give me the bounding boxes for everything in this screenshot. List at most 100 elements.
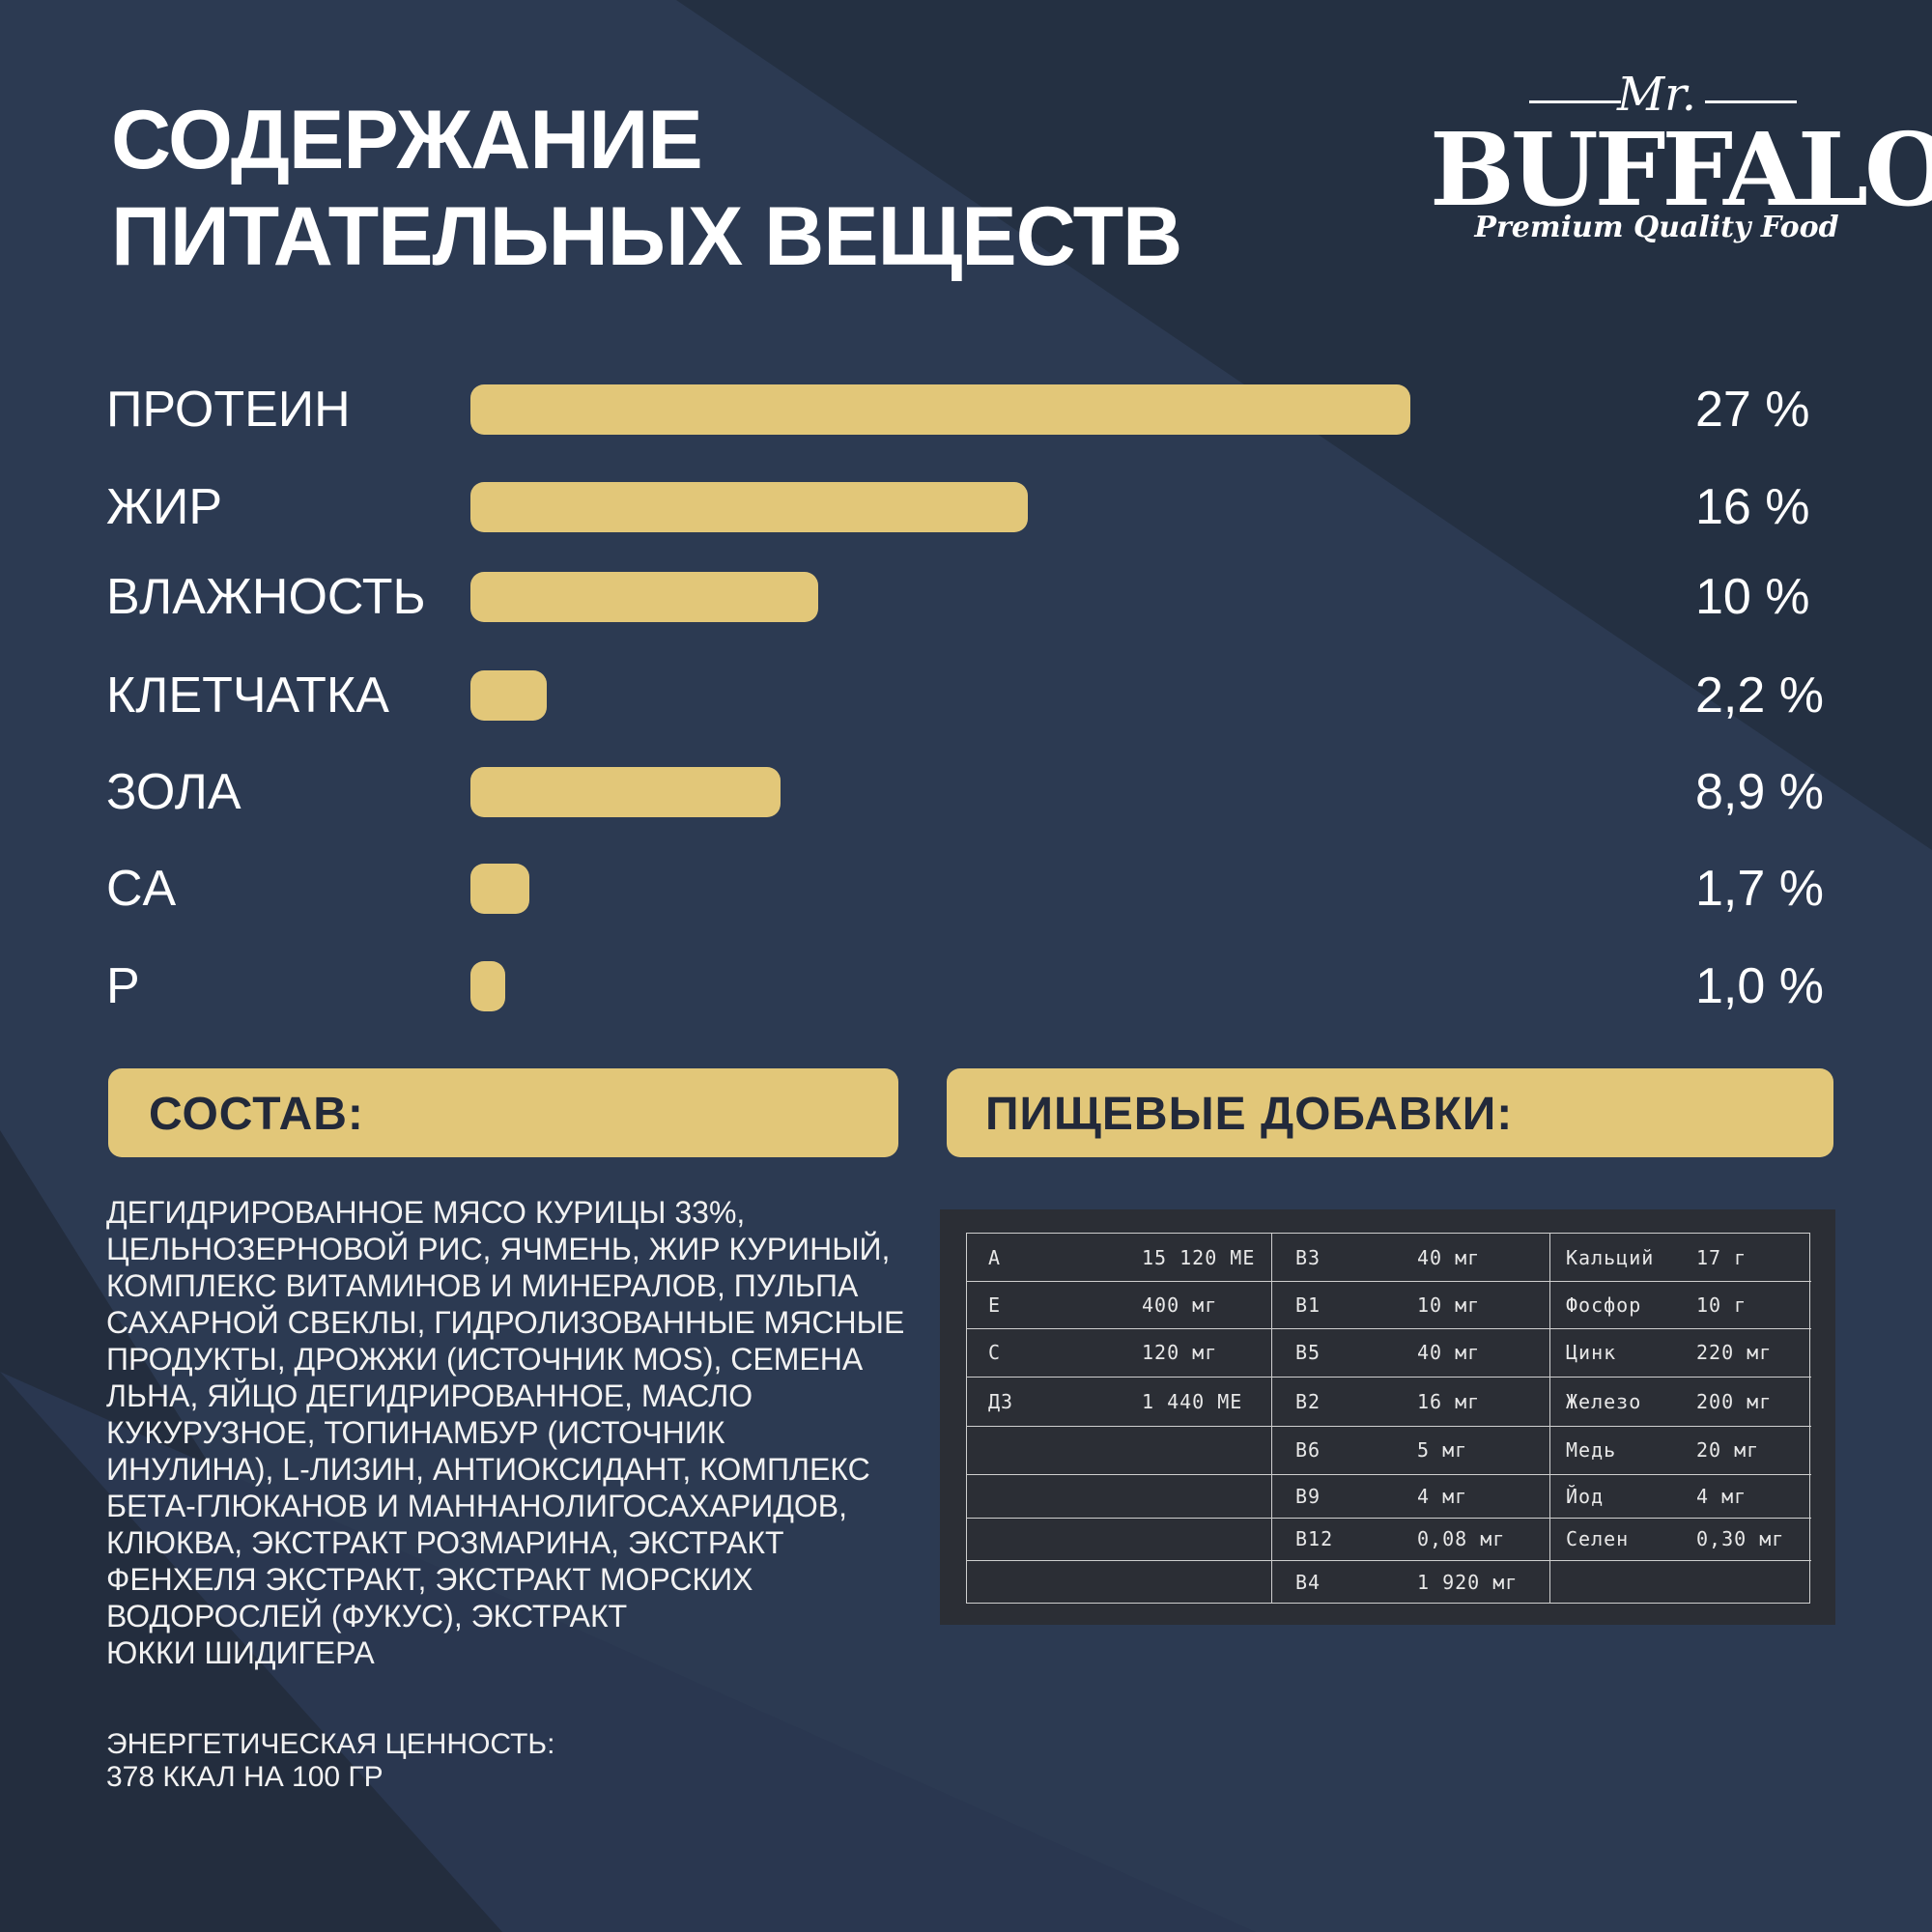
logo-tagline: Premium Quality Food — [1474, 211, 1839, 244]
table-cell: 1 440 МЕ — [1142, 1389, 1243, 1413]
table-cell: 120 мг — [1142, 1341, 1218, 1364]
table-cell: 4 мг — [1696, 1484, 1747, 1508]
table-cell: 5 мг — [1417, 1438, 1468, 1462]
energy-amount: 378 ККАЛ НА 100 ГР — [106, 1761, 384, 1793]
table-cell: 10 г — [1696, 1293, 1747, 1317]
table-cell: B4 — [1295, 1571, 1321, 1594]
table-cell: A — [988, 1245, 1002, 1269]
table-cell: B9 — [1295, 1484, 1321, 1508]
table-cell: Селен — [1566, 1527, 1630, 1550]
table-cell: 1 920 мг — [1417, 1571, 1519, 1594]
bar-value-label: 27 % — [1695, 382, 1810, 438]
table-row-divider — [967, 1281, 1811, 1282]
table-cell: Фосфор — [1566, 1293, 1642, 1317]
bar-value-label: 1,0 % — [1695, 958, 1824, 1014]
table-cell: 4 мг — [1417, 1484, 1468, 1508]
table-row-divider — [967, 1474, 1811, 1475]
bar-value-label: 2,2 % — [1695, 668, 1824, 724]
table-cell: 15 120 МЕ — [1142, 1245, 1256, 1269]
table-cell: 16 мг — [1417, 1389, 1481, 1413]
bar-label: КЛЕТЧАТКА — [106, 668, 389, 724]
energy-value: ЭНЕРГЕТИЧЕСКАЯ ЦЕННОСТЬ: 378 ККАЛ НА 100… — [106, 1728, 554, 1794]
bar — [470, 767, 781, 817]
table-row-divider — [967, 1377, 1811, 1378]
table-cell: 220 мг — [1696, 1341, 1773, 1364]
additives-table-panel: A 15 120 МЕ B3 40 мг Кальций 17 г E 400 мг B1 10 … — [940, 1209, 1835, 1625]
composition-line: КОМПЛЕКС ВИТАМИНОВ И МИНЕРАЛОВ, ПУЛЬПА — [106, 1268, 859, 1303]
composition-text: ДЕГИДРИРОВАННОЕ МЯСО КУРИЦЫ 33%, ЦЕЛЬНОЗЕ… — [106, 1194, 908, 1671]
bar-label: ЗОЛА — [106, 764, 242, 820]
logo-brand-name: BUFFALO — [1430, 110, 1932, 229]
table-cell: Цинк — [1566, 1341, 1617, 1364]
bar-value-label: 8,9 % — [1695, 764, 1824, 820]
composition-line: ВОДОРОСЛЕЙ (ФУКУС), ЭКСТРАКТ — [106, 1599, 628, 1634]
composition-line: ПРОДУКТЫ, ДРОЖЖИ (ИСТОЧНИК MOS), СЕМЕНА — [106, 1342, 864, 1377]
composition-line: ФЕНХЕЛЯ ЭКСТРАКТ, ЭКСТРАКТ МОРСКИХ — [106, 1562, 753, 1597]
table-cell: B3 — [1295, 1245, 1321, 1269]
bar-value-label: 1,7 % — [1695, 861, 1824, 917]
additives-table: A 15 120 МЕ B3 40 мг Кальций 17 г E 400 мг B1 10 … — [966, 1233, 1811, 1604]
table-cell: 40 мг — [1417, 1245, 1481, 1269]
table-cell: 0,30 мг — [1696, 1527, 1785, 1550]
table-row-divider — [967, 1426, 1811, 1427]
composition-line: САХАРНОЙ СВЕКЛЫ, ГИДРОЛИЗОВАННЫЕ МЯСНЫЕ — [106, 1305, 905, 1340]
bar-label: CA — [106, 861, 177, 917]
brand-logo: Mr. BUFFALO Premium Quality Food — [1430, 68, 1932, 261]
page-title: СОДЕРЖАНИЕ ПИТАТЕЛЬНЫХ ВЕЩЕСТВ — [111, 92, 1182, 285]
bar — [470, 384, 1410, 435]
table-cell: 0,08 мг — [1417, 1527, 1506, 1550]
composition-line: КЛЮКВА, ЭКСТРАКТ РОЗМАРИНА, ЭКСТРАКТ — [106, 1525, 784, 1560]
composition-line: ЛЬНА, ЯЙЦО ДЕГИДРИРОВАННОЕ, МАСЛО — [106, 1378, 753, 1413]
composition-line: ДЕГИДРИРОВАННОЕ МЯСО КУРИЦЫ 33%, — [106, 1195, 746, 1230]
table-cell: B1 — [1295, 1293, 1321, 1317]
bar-value-label: 16 % — [1695, 479, 1810, 535]
table-cell: 200 мг — [1696, 1389, 1773, 1413]
bar-label: ПРОТЕИН — [106, 382, 351, 438]
composition-line: КУКУРУЗНОЕ, ТОПИНАМБУР (ИСТОЧНИК — [106, 1415, 725, 1450]
table-cell: 10 мг — [1417, 1293, 1481, 1317]
table-cell: Кальций — [1566, 1245, 1655, 1269]
table-cell: 40 мг — [1417, 1341, 1481, 1364]
bar — [470, 961, 506, 1011]
bar — [470, 572, 819, 622]
table-cell: B6 — [1295, 1438, 1321, 1462]
table-row-divider — [967, 1518, 1811, 1519]
table-cell: B5 — [1295, 1341, 1321, 1364]
composition-line: ЦЕЛЬНОЗЕРНОВОЙ РИС, ЯЧМЕНЬ, ЖИР КУРИНЫЙ, — [106, 1232, 891, 1266]
additives-header: ПИЩЕВЫЕ ДОБАВКИ: — [947, 1068, 1833, 1157]
logo-rule-right — [1705, 100, 1797, 103]
table-cell: 17 г — [1696, 1245, 1747, 1269]
bar — [470, 864, 530, 914]
table-row-divider — [967, 1328, 1811, 1329]
table-column-divider — [1549, 1234, 1550, 1603]
table-cell: 400 мг — [1142, 1293, 1218, 1317]
logo-rule-left — [1529, 100, 1621, 103]
energy-label: ЭНЕРГЕТИЧЕСКАЯ ЦЕННОСТЬ: — [106, 1728, 555, 1760]
title-line-1: СОДЕРЖАНИЕ — [111, 94, 703, 186]
bar-label: P — [106, 958, 140, 1014]
table-cell: B2 — [1295, 1389, 1321, 1413]
logo-prefix: Mr. — [1616, 68, 1697, 122]
title-line-2: ПИТАТЕЛЬНЫХ ВЕЩЕСТВ — [111, 190, 1182, 283]
additives-header-label: ПИЩЕВЫЕ ДОБАВКИ: — [985, 1089, 1514, 1140]
table-cell: Йод — [1566, 1484, 1605, 1508]
composition-header: СОСТАВ: — [108, 1068, 898, 1157]
table-row-divider — [967, 1560, 1811, 1561]
bar-value-label: 10 % — [1695, 569, 1810, 625]
table-cell: C — [988, 1341, 1002, 1364]
composition-header-label: СОСТАВ: — [149, 1089, 364, 1140]
bar-label: ЖИР — [106, 479, 223, 535]
composition-line: БЕТА-ГЛЮКАНОВ И МАННАНОЛИГОСАХАРИДОВ, — [106, 1489, 847, 1523]
bar — [470, 670, 548, 721]
table-column-divider — [1271, 1234, 1272, 1603]
composition-line: ИНУЛИНА), L-ЛИЗИН, АНТИОКСИДАНТ, КОМПЛЕК… — [106, 1452, 870, 1487]
composition-line: ЮККИ ШИДИГЕРА — [106, 1635, 375, 1670]
table-cell: Д3 — [988, 1389, 1014, 1413]
bar — [470, 482, 1028, 532]
bar-label: ВЛАЖНОСТЬ — [106, 569, 426, 625]
table-cell: Железо — [1566, 1389, 1642, 1413]
table-cell: Медь — [1566, 1438, 1617, 1462]
table-cell: E — [988, 1293, 1002, 1317]
table-cell: B12 — [1295, 1527, 1334, 1550]
